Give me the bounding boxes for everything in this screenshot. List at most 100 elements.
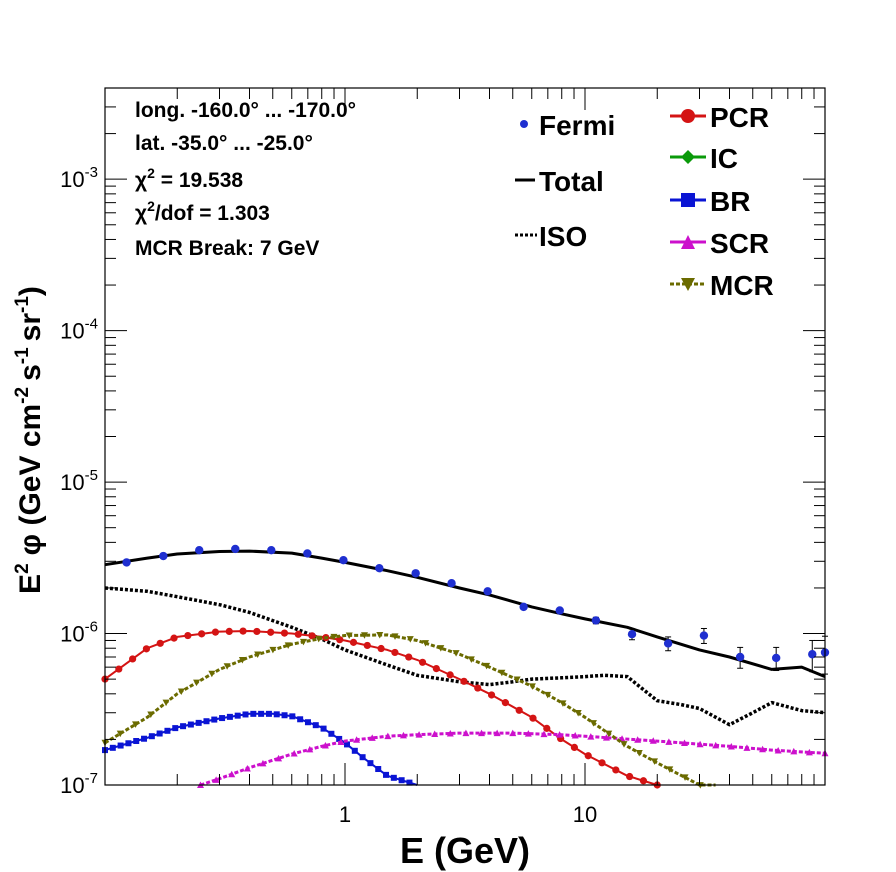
series-pcr-marker: [239, 627, 247, 635]
series-pcr-marker: [198, 630, 206, 638]
series-pcr-marker: [418, 658, 427, 666]
series-mcr-marker: [223, 663, 231, 670]
y-tick-label: 10-5: [60, 467, 98, 495]
fermi-point: [303, 549, 312, 558]
series-pcr-marker: [515, 706, 523, 714]
chi2-label: χ2 = 19.538: [135, 165, 243, 192]
series-mcr-marker: [422, 640, 430, 647]
series-pcr-line: [104, 630, 658, 786]
y-axis-title-e: E: [14, 574, 47, 594]
series-scr-marker: [321, 742, 329, 749]
series-br-marker: [281, 712, 288, 719]
series-br-marker: [117, 742, 124, 749]
x-tick-label: 1: [339, 802, 351, 827]
fermi-point: [519, 602, 528, 612]
series-br-marker: [398, 777, 405, 784]
series-pcr-marker: [129, 655, 137, 663]
y-tick-label-exponent: -4: [85, 316, 98, 333]
y-tick-label-base: 10: [60, 167, 84, 192]
fermi-point: [375, 564, 384, 573]
series-br-marker: [406, 779, 413, 786]
series-scr-marker: [509, 729, 517, 737]
series-br-marker: [359, 754, 366, 761]
series-br-marker: [375, 766, 382, 773]
info-box: long. -160.0° ... -170.0° lat. -35.0° ..…: [135, 99, 356, 260]
series-br-marker: [343, 741, 350, 748]
series-pcr-marker: [363, 641, 371, 650]
series-scr-marker: [743, 744, 751, 751]
series-pcr-marker: [639, 777, 648, 785]
chi2-superscript: 2: [147, 165, 155, 181]
y-axis-title-phi: φ: [14, 534, 47, 555]
fermi-marker: [339, 555, 348, 565]
series-pcr-marker: [294, 630, 302, 638]
legend-right: PCR IC BR SCR MCR: [670, 102, 774, 301]
series-pcr-marker: [391, 648, 399, 657]
series-pcr-marker: [308, 632, 316, 640]
series-pcr-marker: [280, 629, 289, 637]
series-mcr-marker: [269, 646, 277, 654]
chi2-symbol: χ: [135, 169, 147, 192]
series-mcr-marker: [605, 730, 613, 738]
series-scr-marker: [696, 740, 704, 748]
series-mcr-marker: [116, 730, 124, 738]
fermi-marker: [122, 558, 131, 567]
y-axis-title-s: s: [14, 364, 47, 381]
series-scr-marker: [446, 729, 454, 737]
fermi-point: [591, 616, 601, 625]
series-scr-marker: [337, 738, 345, 745]
mcr-break-label: MCR Break: 7 GeV: [135, 237, 319, 260]
series-br-marker: [148, 733, 155, 740]
series-scr-marker: [399, 731, 407, 739]
series-br-marker: [312, 722, 319, 729]
fermi-point: [735, 646, 745, 669]
series-pcr-marker: [115, 665, 123, 673]
series-mcr-marker: [376, 631, 384, 639]
y-tick-label-base: 10: [60, 773, 84, 798]
series-scr-line: [200, 731, 826, 787]
fermi-marker: [303, 549, 312, 558]
series-pcr-marker: [170, 634, 178, 642]
series-mcr-marker: [559, 700, 567, 707]
longitude-label: long. -160.0° ... -170.0°: [135, 99, 356, 122]
fermi-point: [411, 569, 420, 578]
series-br-marker: [273, 711, 280, 718]
legend-fermi-marker: [520, 120, 528, 128]
series-br-marker: [320, 725, 327, 732]
series-mcr-marker: [177, 688, 185, 695]
series-mcr-marker: [208, 670, 216, 678]
series-br-marker: [390, 774, 397, 781]
series-layer: [101, 549, 829, 789]
series-pcr-marker: [267, 628, 275, 636]
legend-pcr-marker: [681, 109, 695, 123]
series-mcr-marker: [544, 691, 552, 699]
fermi-point: [267, 546, 276, 555]
series-mcr-marker: [132, 721, 140, 728]
fermi-point: [483, 587, 492, 596]
fermi-marker: [627, 630, 637, 639]
series-pcr-marker: [487, 691, 496, 699]
y-axis-title-cm-sup: -2: [12, 387, 33, 404]
series-scr-marker: [790, 747, 798, 755]
series-br-marker: [258, 710, 265, 717]
series-scr-marker: [634, 736, 642, 743]
series-scr-marker: [665, 738, 673, 745]
legend-fermi-label: Fermi: [539, 110, 615, 141]
series-scr-marker: [259, 759, 267, 767]
series-mcr-marker: [147, 711, 155, 719]
series-scr-marker: [306, 745, 314, 753]
fermi-point: [231, 544, 240, 554]
series-pcr-marker: [474, 684, 482, 692]
legend-ic-marker: [681, 150, 695, 164]
series-pcr-marker: [253, 627, 261, 636]
fermi-marker: [483, 587, 492, 596]
series-mcr-marker: [284, 642, 292, 649]
series-br-marker: [164, 727, 171, 734]
fermi-marker: [519, 602, 528, 612]
series-pcr-marker: [626, 772, 634, 781]
series-mcr-marker: [651, 758, 659, 765]
series-mcr-marker: [513, 676, 521, 684]
